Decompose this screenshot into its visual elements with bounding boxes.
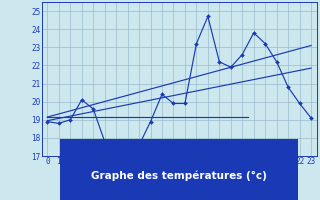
X-axis label: Graphe des températures (°c): Graphe des températures (°c) xyxy=(91,171,267,181)
